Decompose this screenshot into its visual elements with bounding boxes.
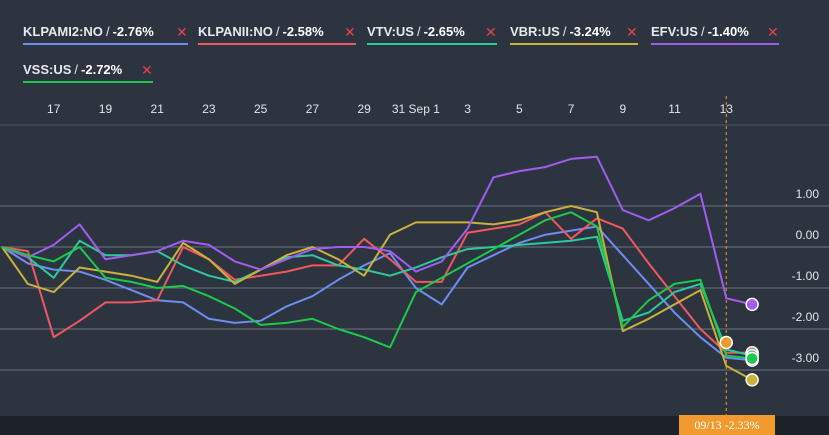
series-line-vss-us [1,211,753,360]
legend-separator: / [700,24,705,39]
x-tick-label: 21 [151,102,165,116]
y-tick-label: -1.00 [792,269,820,283]
legend-separator: / [416,24,421,39]
legend-item-value: -2.72% [81,62,123,77]
x-tick-label: 25 [254,102,268,116]
legend-item-klpanii-no[interactable]: KLPANII:NO / -2.58% ✕ [198,22,356,46]
x-tick-label: 17 [47,102,61,116]
x-tick-label: 11 [668,102,681,116]
legend-color-bar [651,43,779,45]
legend-color-bar [367,43,497,45]
legend-separator: / [105,24,110,39]
legend-item-value: -1.40% [707,24,749,39]
x-tick-label: 31 Sep 1 [392,102,440,116]
remove-series-icon[interactable]: ✕ [141,62,153,78]
x-tick-label: 5 [516,102,523,116]
legend-item-name: KLPANII:NO [198,24,273,39]
time-axis-scrollbar[interactable] [0,416,829,435]
cursor-date: 09/13 [694,418,722,432]
legend-item-value: -2.65% [423,24,465,39]
y-tick-label: -3.00 [792,351,820,365]
legend-color-bar [198,43,356,45]
series-end-marker [745,297,759,312]
legend: KLPAMI2:NO / -2.76% ✕ KLPANII:NO / -2.58% ✕ VTV:… [0,0,829,96]
legend-item-name: EFV:US [651,24,698,39]
legend-item-value: -2.76% [112,24,154,39]
cursor-tooltip: 09/13 -2.33% [679,415,775,435]
series-end-marker [745,373,759,387]
legend-separator: / [275,24,280,39]
x-tick-label: 29 [357,102,371,116]
x-tick-label: 19 [99,102,113,116]
series-end-marker [745,351,759,366]
legend-color-bar [23,43,188,45]
legend-item-name: VTV:US [367,24,414,39]
y-tick-label: 0.00 [796,228,820,242]
x-tick-label: 7 [568,102,575,116]
legend-separator: / [74,62,79,77]
legend-separator: / [562,24,567,39]
legend-item-name: VSS:US [23,62,72,77]
x-tick-label: 27 [306,102,320,116]
legend-color-bar [23,81,153,83]
legend-color-bar [510,43,638,45]
remove-series-icon[interactable]: ✕ [344,24,356,40]
legend-item-vss-us[interactable]: VSS:US / -2.72% ✕ [23,60,153,84]
legend-item-klpami2-no[interactable]: KLPAMI2:NO / -2.76% ✕ [23,22,188,46]
legend-item-vbr-us[interactable]: VBR:US / -3.24% ✕ [510,22,638,46]
cursor-marker [719,335,734,350]
y-tick-label: 1.00 [796,187,820,201]
series-line-klpami2-no [1,225,753,362]
legend-item-value: -3.24% [569,24,611,39]
series-line-vbr-us [1,205,753,381]
remove-series-icon[interactable]: ✕ [626,24,638,40]
legend-item-vtv-us[interactable]: VTV:US / -2.65% ✕ [367,22,497,46]
x-tick-label: 9 [619,102,626,116]
series-line-efv-us [1,155,753,306]
y-tick-label: -2.00 [792,310,820,324]
legend-item-value: -2.58% [282,24,324,39]
legend-item-name: VBR:US [510,24,560,39]
cursor-value: -2.33% [724,418,760,432]
remove-series-icon[interactable]: ✕ [176,24,188,40]
legend-item-name: KLPAMI2:NO [23,24,103,39]
remove-series-icon[interactable]: ✕ [485,24,497,40]
legend-item-efv-us[interactable]: EFV:US / -1.40% ✕ [651,22,779,46]
remove-series-icon[interactable]: ✕ [767,24,779,40]
x-tick-label: 23 [202,102,216,116]
x-tick-label: 3 [464,102,471,116]
